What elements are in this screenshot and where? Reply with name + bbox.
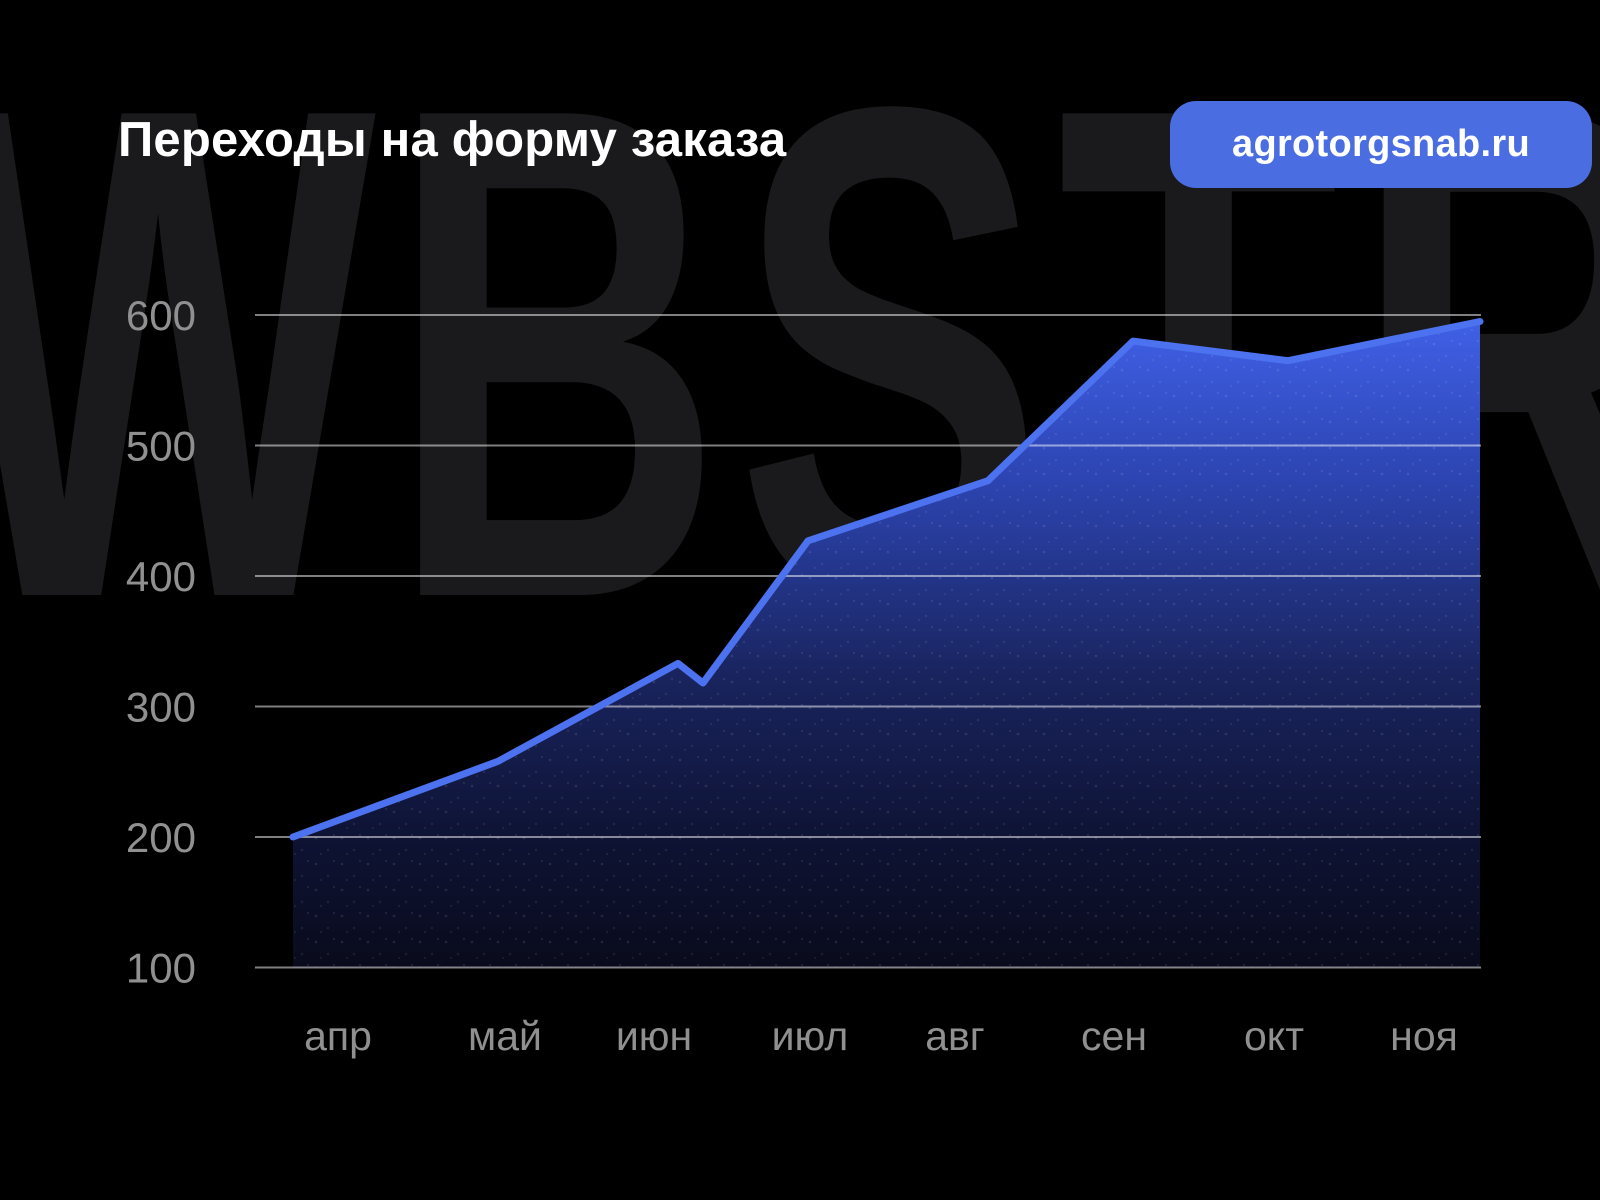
x-tick-label-сен: сен xyxy=(1081,1013,1147,1059)
y-tick-label-500: 500 xyxy=(126,423,196,470)
y-tick-label-200: 200 xyxy=(126,814,196,861)
x-tick-label-июн: июн xyxy=(616,1013,692,1059)
series-line-group xyxy=(289,318,1484,841)
gridlines-group xyxy=(255,314,1481,969)
y-tick-label-100: 100 xyxy=(126,945,196,992)
x-tick-label-май: май xyxy=(468,1013,542,1059)
site-url-badge[interactable]: agrotorgsnab.ru xyxy=(1170,101,1592,188)
area-noise-texture xyxy=(293,321,1480,968)
x-tick-label-апр: апр xyxy=(304,1013,372,1059)
area-fill-group xyxy=(293,321,1480,968)
x-tick-label-окт: окт xyxy=(1244,1013,1304,1059)
y-tick-label-300: 300 xyxy=(126,684,196,731)
site-url-badge-label: agrotorgsnab.ru xyxy=(1232,123,1530,165)
y-tick-label-400: 400 xyxy=(126,553,196,600)
y-axis-labels: 600 500 400 300 200 100 xyxy=(126,292,196,992)
y-tick-label-600: 600 xyxy=(126,292,196,339)
series-line xyxy=(289,318,1484,841)
x-tick-label-июл: июл xyxy=(772,1013,849,1059)
x-tick-label-ноя: ноя xyxy=(1390,1013,1458,1059)
x-tick-label-авг: авг xyxy=(925,1013,985,1059)
page-title: Переходы на форму заказа xyxy=(118,113,787,167)
x-axis-labels: апр май июн июл авг сен окт ноя xyxy=(304,1013,1458,1059)
